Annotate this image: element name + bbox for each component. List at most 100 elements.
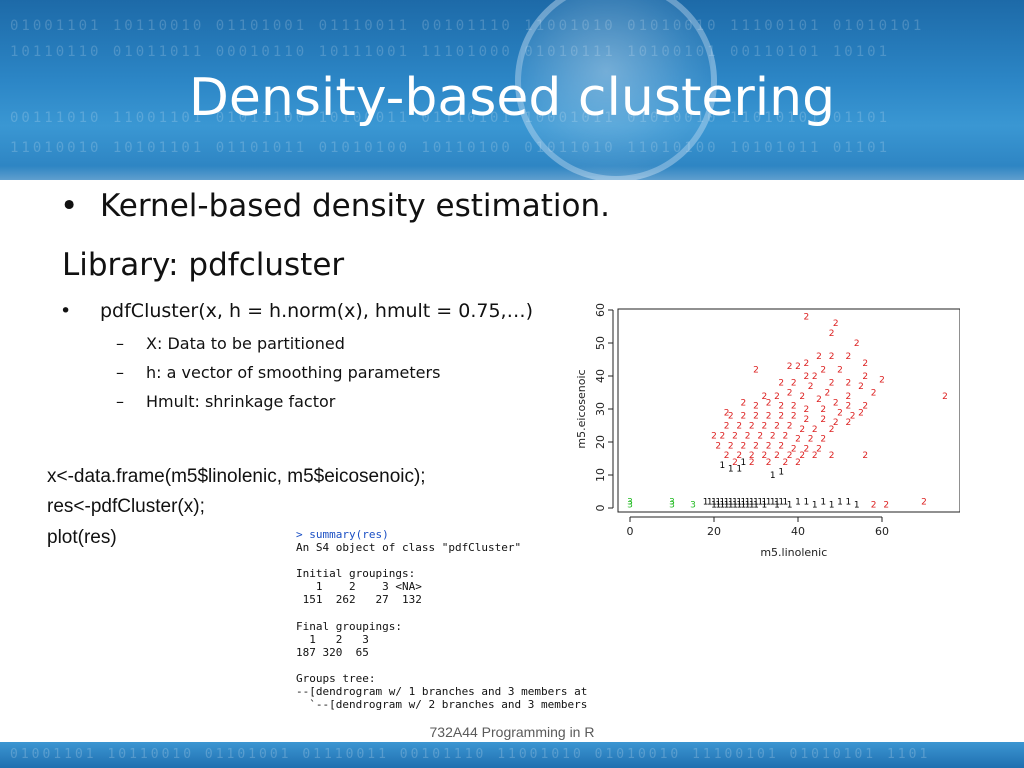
data-point: 2 — [812, 425, 818, 435]
code-line: x<-data.frame(m5$linolenic, m5$eicosenoi… — [47, 466, 426, 487]
plot-frame — [617, 308, 960, 513]
data-point: 2 — [816, 445, 822, 455]
data-point: 1 — [787, 501, 793, 511]
console-line: 1 2 3 <NA> — [296, 580, 422, 594]
data-point: 2 — [741, 398, 747, 408]
data-point: 2 — [732, 431, 738, 441]
data-point: 1 — [762, 501, 768, 511]
data-point: 2 — [774, 422, 780, 432]
data-point: 1 — [829, 501, 835, 511]
banner-pattern: 01001101 10110010 01101001 01110011 0010… — [10, 18, 925, 34]
data-point: 1 — [707, 497, 713, 507]
dash-marker: – — [116, 392, 124, 411]
data-point: 1 — [711, 501, 717, 511]
title-banner: 01001101 10110010 01101001 01110011 0010… — [0, 0, 1024, 180]
data-point: 2 — [871, 389, 877, 399]
data-point: 2 — [862, 451, 868, 461]
data-point: 2 — [724, 422, 730, 432]
x-tick-label: 60 — [875, 525, 889, 538]
r-console-output: > summary(res) An S4 object of class "pdf… — [296, 528, 596, 720]
data-point: 1 — [736, 497, 742, 507]
data-point: 2 — [837, 408, 843, 418]
data-point: 1 — [741, 497, 747, 507]
data-point: 1 — [753, 497, 759, 507]
data-point: 2 — [778, 412, 784, 422]
y-tick-label: 60 — [594, 303, 607, 317]
data-point: 2 — [871, 501, 877, 511]
data-point: 2 — [736, 422, 742, 432]
data-point: 2 — [812, 372, 818, 382]
data-point: 2 — [766, 441, 772, 451]
data-point: 2 — [753, 412, 759, 422]
data-point: 2 — [762, 392, 768, 402]
data-point: 1 — [720, 461, 726, 471]
data-point: 1 — [745, 501, 751, 511]
data-point: 2 — [762, 422, 768, 432]
data-point: 2 — [858, 382, 864, 392]
data-point: 2 — [774, 451, 780, 461]
data-point: 1 — [770, 497, 776, 507]
bullet-marker: • — [60, 300, 72, 322]
data-point: 1 — [846, 497, 852, 507]
sub-item-text: h: a vector of smoothing parameters — [146, 363, 441, 382]
sub-item: – Hmult: shrinkage factor — [116, 392, 335, 411]
data-point: 1 — [736, 501, 742, 511]
data-point: 2 — [816, 395, 822, 405]
data-point: 3 — [669, 497, 675, 507]
footer-text: 732A44 Programming in R — [429, 724, 595, 740]
banner-pattern: 11010010 10101101 01101011 01010100 1011… — [10, 140, 891, 156]
console-line: `--[dendrogram w/ 2 branches and 3 membe… — [296, 698, 588, 712]
data-point: 3 — [669, 501, 675, 511]
data-point: 1 — [736, 464, 742, 474]
data-point: 1 — [774, 497, 780, 507]
sub-item-text: X: Data to be partitioned — [146, 334, 345, 353]
data-point: 2 — [804, 445, 810, 455]
data-point: 2 — [753, 402, 759, 412]
data-point: 2 — [799, 392, 805, 402]
dash-marker: – — [116, 363, 124, 382]
data-point: 2 — [862, 402, 868, 412]
footer-pattern: 01001101 10110010 01101001 01110011 0010… — [10, 747, 931, 762]
data-point: 2 — [724, 451, 730, 461]
data-point: 2 — [791, 412, 797, 422]
data-point: 1 — [728, 464, 734, 474]
data-point: 1 — [703, 497, 709, 507]
dash-marker: – — [116, 334, 124, 353]
data-point: 2 — [753, 365, 759, 375]
data-point: 2 — [783, 458, 789, 468]
data-point: 2 — [778, 441, 784, 451]
data-point: 1 — [770, 471, 776, 481]
sub-item: – X: Data to be partitioned — [116, 334, 345, 353]
data-point: 1 — [741, 501, 747, 511]
data-point: 2 — [829, 379, 835, 389]
data-point: 2 — [820, 415, 826, 425]
data-point: 2 — [816, 352, 822, 362]
console-line: Final groupings: — [296, 619, 402, 633]
data-point: 1 — [757, 497, 763, 507]
data-point: 2 — [808, 382, 814, 392]
data-point: 2 — [766, 412, 772, 422]
data-point: 2 — [762, 451, 768, 461]
console-line — [296, 554, 596, 567]
data-point: 2 — [812, 451, 818, 461]
data-point: 2 — [804, 372, 810, 382]
magnifier-graphic — [515, 0, 717, 180]
data-point: 2 — [783, 431, 789, 441]
scatter-plot: 0 20 40 60 m5.linolenic 0 10 20 30 40 50 60 m5.eicos… — [575, 303, 960, 559]
data-point: 2 — [728, 441, 734, 451]
data-point: 1 — [724, 501, 730, 511]
data-point: 2 — [829, 425, 835, 435]
data-point: 2 — [846, 392, 852, 402]
data-point: 1 — [741, 458, 747, 468]
data-point: 2 — [921, 497, 927, 507]
data-point: 2 — [850, 412, 856, 422]
data-point: 2 — [774, 392, 780, 402]
data-point: 2 — [829, 329, 835, 339]
banner-edge — [0, 166, 1024, 180]
data-point: 1 — [762, 497, 768, 507]
data-point: 2 — [715, 441, 721, 451]
data-point: 2 — [732, 458, 738, 468]
data-point: 2 — [808, 435, 814, 445]
data-point: 2 — [883, 501, 889, 511]
data-point: 1 — [837, 497, 843, 507]
